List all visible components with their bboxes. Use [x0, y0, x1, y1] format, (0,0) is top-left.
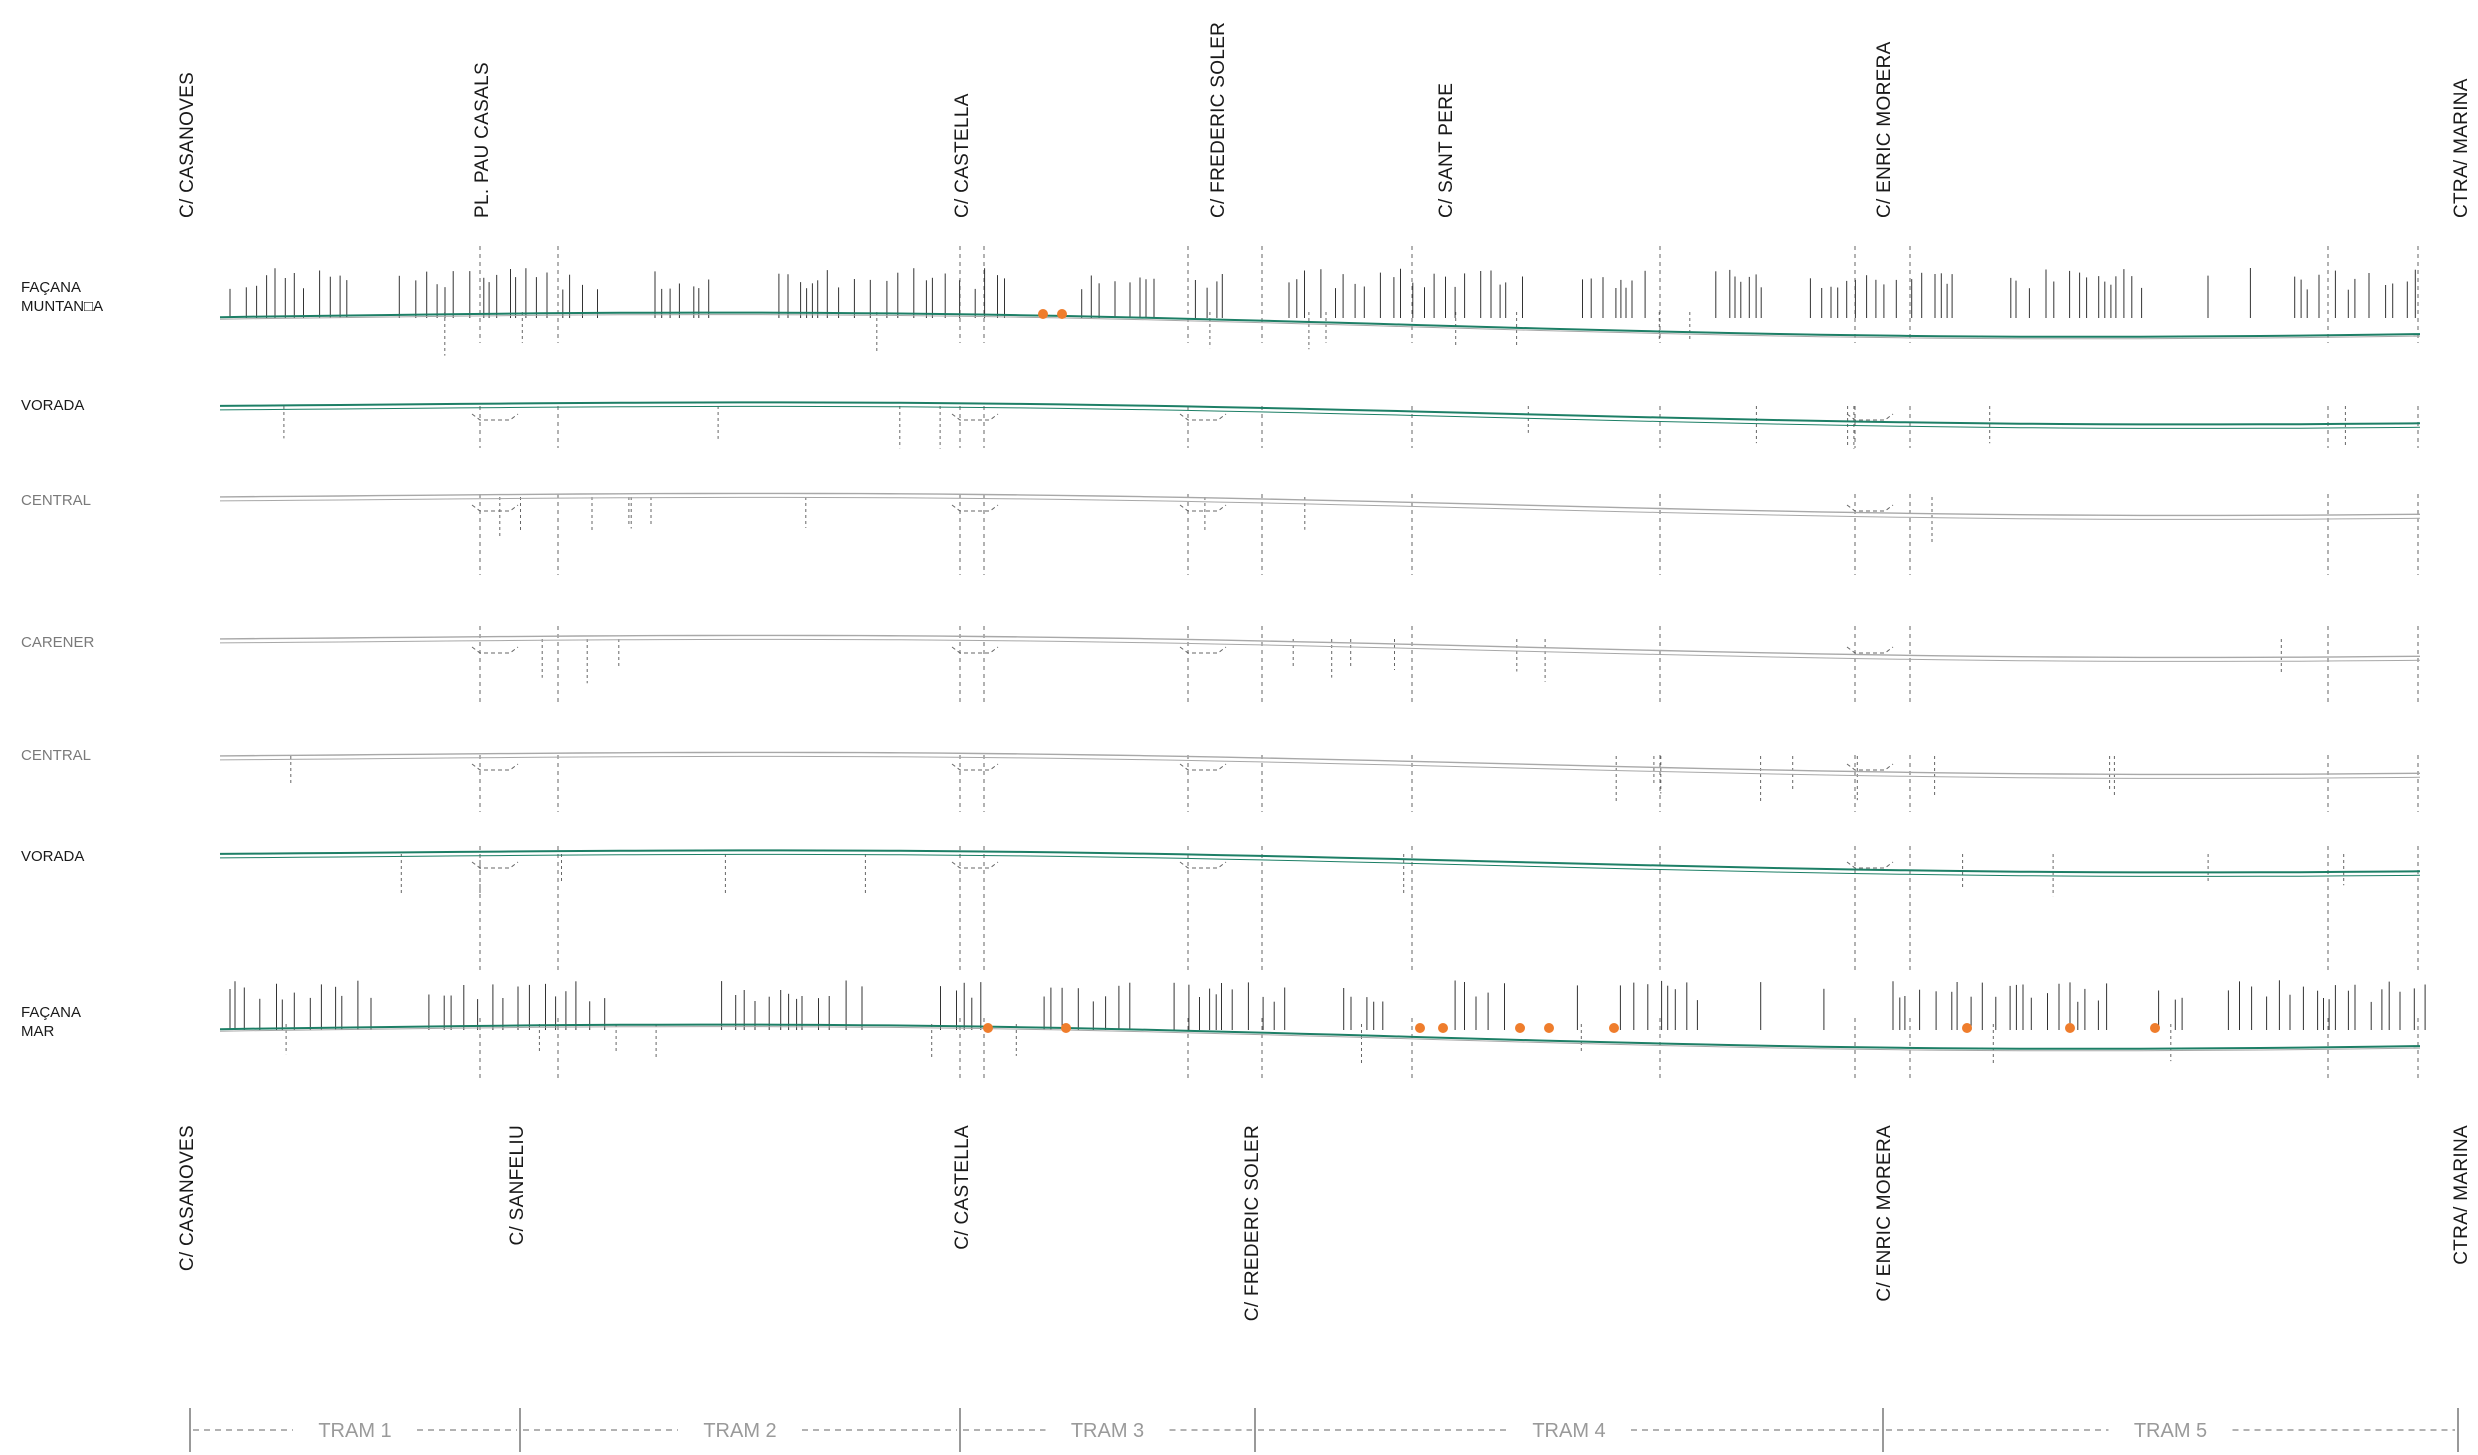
profile-line: [219, 849, 2421, 874]
crossing-dip: [951, 413, 999, 421]
row-label: CENTRAL: [21, 747, 91, 764]
profile-line-secondary: [219, 853, 2421, 877]
street-label-top: C/ FREDERIC SOLER: [1208, 22, 1229, 218]
orange-marker: [2150, 1023, 2160, 1033]
orange-marker: [1438, 1023, 1448, 1033]
tram-label: TRAM 1: [318, 1420, 391, 1442]
profile-line: [219, 492, 2421, 517]
orange-marker: [1544, 1023, 1554, 1033]
street-label-bottom: C/ CASTELLA: [952, 1125, 973, 1250]
profile-row-facana-muntanya: FAÇANA MUNTAN□A: [21, 246, 2421, 356]
orange-marker: [983, 1023, 993, 1033]
reference-lines: [290, 755, 2419, 812]
crossing-dip: [951, 646, 999, 654]
profile-line: [219, 401, 2421, 426]
profile-line-secondary: [219, 638, 2421, 662]
crossing-dip: [1846, 504, 1894, 512]
profile-row-vorada-bottom: VORADA: [21, 846, 2421, 970]
tram-scale: TRAM 1 TRAM 2 TRAM 3 TRAM 4 TRAM 5: [189, 1408, 2459, 1452]
tram-label: TRAM 3: [1071, 1420, 1144, 1442]
profile-row-facana-mar: FAÇANA MAR: [21, 980, 2426, 1080]
street-label-top: CTRA/ MARINA: [2451, 78, 2472, 218]
top-street-labels: C/ CASANOVES PL. PAU CASALS C/ CASTELLA C/ …: [177, 22, 2472, 218]
orange-marker: [2065, 1023, 2075, 1033]
street-label-bottom: C/ SANFELIU: [507, 1125, 528, 1246]
reference-lines: [479, 494, 2419, 575]
orange-marker: [1038, 309, 1048, 319]
crossing-dip: [1179, 646, 1227, 654]
crossing-dip: [1179, 861, 1227, 869]
orange-marker: [1057, 309, 1067, 319]
reference-lines: [400, 846, 2419, 970]
row-label: CARENER: [21, 634, 95, 651]
crossing-dip: [471, 861, 519, 869]
crossing-dip: [1846, 413, 1894, 421]
row-label: CENTRAL: [21, 492, 91, 509]
crossing-dip: [951, 861, 999, 869]
reference-lines: [479, 626, 2419, 703]
crossing-dip: [951, 763, 999, 771]
profile-line: [219, 751, 2421, 776]
row-label: FAÇANA MUNTAN□A: [21, 279, 103, 315]
crossing-dip: [1846, 763, 1894, 771]
crossing-dip: [471, 763, 519, 771]
street-label-top: C/ ENRIC MORERA: [1874, 41, 1895, 218]
reference-lines: [283, 406, 2419, 449]
profile-row-vorada-top: VORADA: [21, 397, 2421, 449]
profile-line-secondary: [219, 405, 2421, 429]
ground-profile-line: [219, 1023, 2421, 1050]
crossing-dip: [1179, 413, 1227, 421]
bottom-street-labels: C/ CASANOVES C/ SANFELIU C/ CASTELLA C/ FRE…: [177, 1125, 2472, 1321]
orange-marker: [1415, 1023, 1425, 1033]
crossing-dip: [1179, 763, 1227, 771]
ground-profile-line-secondary: [219, 1026, 2421, 1052]
crossing-dip: [471, 413, 519, 421]
orange-marker: [1962, 1023, 1972, 1033]
profile-rows: FAÇANA MUNTAN□A VORADA CENTRAL CARENER CENTRA…: [21, 246, 2426, 1080]
crossing-dip: [1846, 861, 1894, 869]
facade-elements: [229, 980, 2426, 1030]
street-label-top: PL. PAU CASALS: [472, 62, 493, 218]
row-label: FAÇANA MAR: [21, 1004, 81, 1040]
orange-marker: [1609, 1023, 1619, 1033]
crossing-dip: [471, 504, 519, 512]
tram-label: TRAM 5: [2134, 1420, 2207, 1442]
profile-line-secondary: [219, 496, 2421, 520]
crossing-dip: [1846, 646, 1894, 654]
street-label-top: C/ CASANOVES: [177, 72, 198, 218]
street-label-top: C/ CASTELLA: [952, 93, 973, 218]
street-label-top: C/ SANT PERE: [1436, 83, 1457, 218]
orange-marker: [1515, 1023, 1525, 1033]
profile-row-carener: CARENER: [21, 626, 2421, 703]
profile-row-central-bottom: CENTRAL: [21, 747, 2421, 812]
ground-profile-line: [219, 311, 2421, 338]
profile-line-secondary: [219, 755, 2421, 779]
street-label-bottom: C/ ENRIC MORERA: [1874, 1125, 1895, 1302]
reference-lines: [285, 1018, 2419, 1080]
row-label: VORADA: [21, 397, 84, 414]
row-label: VORADA: [21, 848, 84, 865]
profile-row-central-top: CENTRAL: [21, 492, 2421, 575]
orange-marker: [1061, 1023, 1071, 1033]
street-label-bottom: C/ FREDERIC SOLER: [1242, 1125, 1263, 1321]
reference-lines: [444, 246, 2419, 356]
crossing-dip: [1179, 504, 1227, 512]
profile-line: [219, 634, 2421, 659]
street-label-bottom: C/ CASANOVES: [177, 1125, 198, 1271]
tram-label: TRAM 4: [1532, 1420, 1605, 1442]
street-label-bottom: CTRA/ MARINA: [2451, 1125, 2472, 1265]
crossing-dip: [951, 504, 999, 512]
facade-elements: [229, 268, 2416, 318]
ground-profile-line-secondary: [219, 314, 2421, 340]
tram-label: TRAM 2: [703, 1420, 776, 1442]
crossing-dip: [471, 646, 519, 654]
